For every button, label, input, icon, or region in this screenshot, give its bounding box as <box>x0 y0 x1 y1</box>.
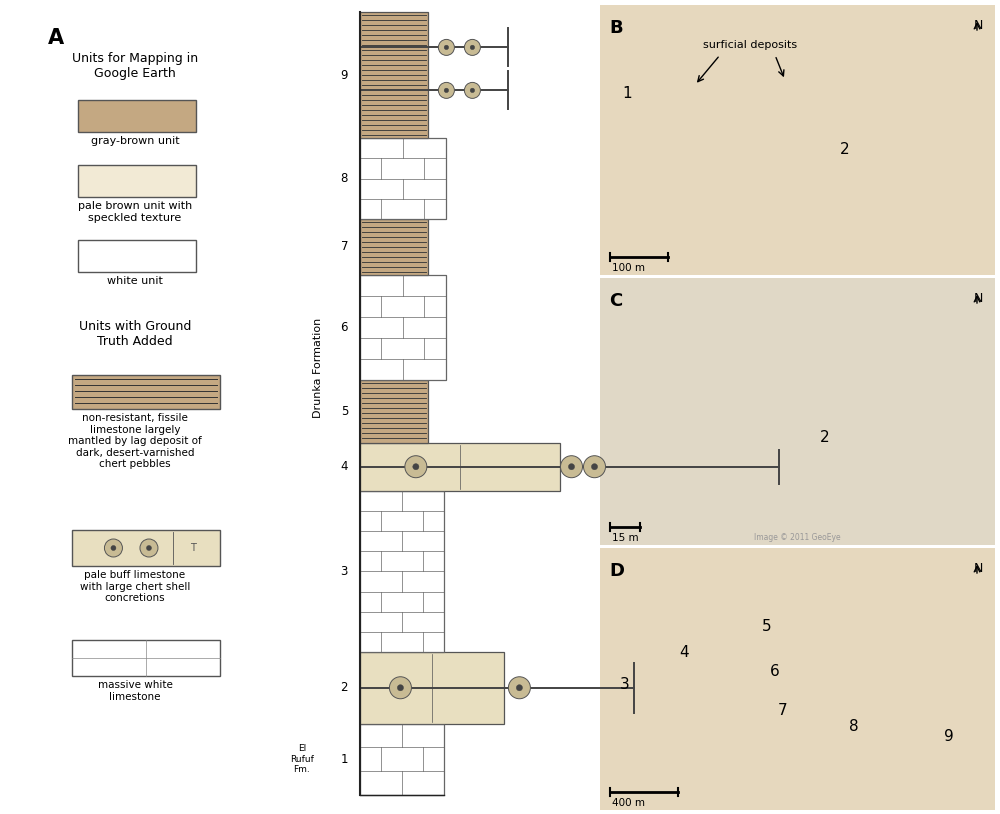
Text: D: D <box>609 562 624 580</box>
Circle shape <box>568 464 575 470</box>
Circle shape <box>560 456 582 478</box>
Text: pale buff limestone
with large chert shell
concretions: pale buff limestone with large chert she… <box>80 570 190 603</box>
Text: 8: 8 <box>849 719 858 733</box>
Bar <box>360 380 428 443</box>
Circle shape <box>508 676 530 698</box>
Circle shape <box>413 464 419 470</box>
Text: 2: 2 <box>340 681 348 694</box>
Text: 4: 4 <box>679 646 689 660</box>
Text: 5: 5 <box>341 405 348 418</box>
Bar <box>360 652 504 724</box>
Bar <box>360 138 446 219</box>
Text: A: A <box>48 28 64 48</box>
Bar <box>600 548 995 810</box>
Text: 9: 9 <box>944 729 953 744</box>
Circle shape <box>470 45 475 50</box>
Text: 5: 5 <box>762 619 772 634</box>
Circle shape <box>470 88 475 93</box>
Text: 6: 6 <box>770 663 780 679</box>
Text: El
Rufuf
Fm.: El Rufuf Fm. <box>290 744 314 774</box>
Text: 6: 6 <box>340 322 348 334</box>
Text: N: N <box>974 562 983 575</box>
Text: Image © 2011 GeoEye: Image © 2011 GeoEye <box>754 533 840 542</box>
Text: white unit: white unit <box>107 276 163 286</box>
Text: 7: 7 <box>340 240 348 253</box>
Bar <box>360 275 446 380</box>
Circle shape <box>591 464 598 470</box>
Text: 1: 1 <box>622 85 632 100</box>
Circle shape <box>111 545 116 550</box>
Circle shape <box>140 539 158 557</box>
Text: Units for Mapping in
Google Earth: Units for Mapping in Google Earth <box>72 52 198 80</box>
Circle shape <box>438 82 454 98</box>
Circle shape <box>104 539 122 557</box>
Bar <box>78 165 196 197</box>
Bar <box>360 443 560 491</box>
Bar <box>78 240 196 272</box>
Text: 15 m: 15 m <box>612 533 639 543</box>
Bar <box>78 100 196 132</box>
Bar <box>360 724 444 795</box>
Bar <box>360 219 428 275</box>
Circle shape <box>438 39 454 55</box>
Bar <box>600 5 995 275</box>
Text: 2: 2 <box>840 142 850 157</box>
Bar <box>360 491 444 652</box>
Bar <box>72 640 220 676</box>
Text: 4: 4 <box>340 460 348 473</box>
Text: 100 m: 100 m <box>612 263 645 273</box>
Circle shape <box>464 39 480 55</box>
Text: 3: 3 <box>620 676 630 692</box>
Text: Units with Ground
Truth Added: Units with Ground Truth Added <box>79 320 191 348</box>
Text: non-resistant, fissile
limestone largely
mantled by lag deposit of
dark, desert-: non-resistant, fissile limestone largely… <box>68 413 202 470</box>
Bar <box>600 278 995 545</box>
Circle shape <box>516 685 522 691</box>
Text: 400 m: 400 m <box>612 798 645 808</box>
Text: N: N <box>974 19 983 32</box>
Text: B: B <box>609 19 623 37</box>
Circle shape <box>405 456 427 478</box>
Circle shape <box>444 45 449 50</box>
Bar <box>360 12 428 138</box>
Text: 9: 9 <box>340 68 348 81</box>
Circle shape <box>584 456 606 478</box>
Text: 2: 2 <box>820 431 830 445</box>
Text: pale brown unit with
speckled texture: pale brown unit with speckled texture <box>78 201 192 222</box>
Text: massive white
limestone: massive white limestone <box>98 680 172 702</box>
Text: gray-brown unit: gray-brown unit <box>91 136 179 146</box>
Text: surficial deposits: surficial deposits <box>703 40 797 50</box>
Circle shape <box>397 685 404 691</box>
Text: T: T <box>190 543 196 553</box>
Text: 8: 8 <box>341 172 348 185</box>
Circle shape <box>146 545 151 550</box>
Text: C: C <box>609 292 622 310</box>
Circle shape <box>464 82 480 98</box>
Text: 7: 7 <box>778 703 787 718</box>
Bar <box>72 530 220 566</box>
Text: N: N <box>974 292 983 305</box>
Bar <box>72 375 220 409</box>
Text: Drunka Formation: Drunka Formation <box>313 317 323 418</box>
Text: 1: 1 <box>340 753 348 766</box>
Circle shape <box>444 88 449 93</box>
Text: 3: 3 <box>341 565 348 578</box>
Circle shape <box>389 676 411 698</box>
